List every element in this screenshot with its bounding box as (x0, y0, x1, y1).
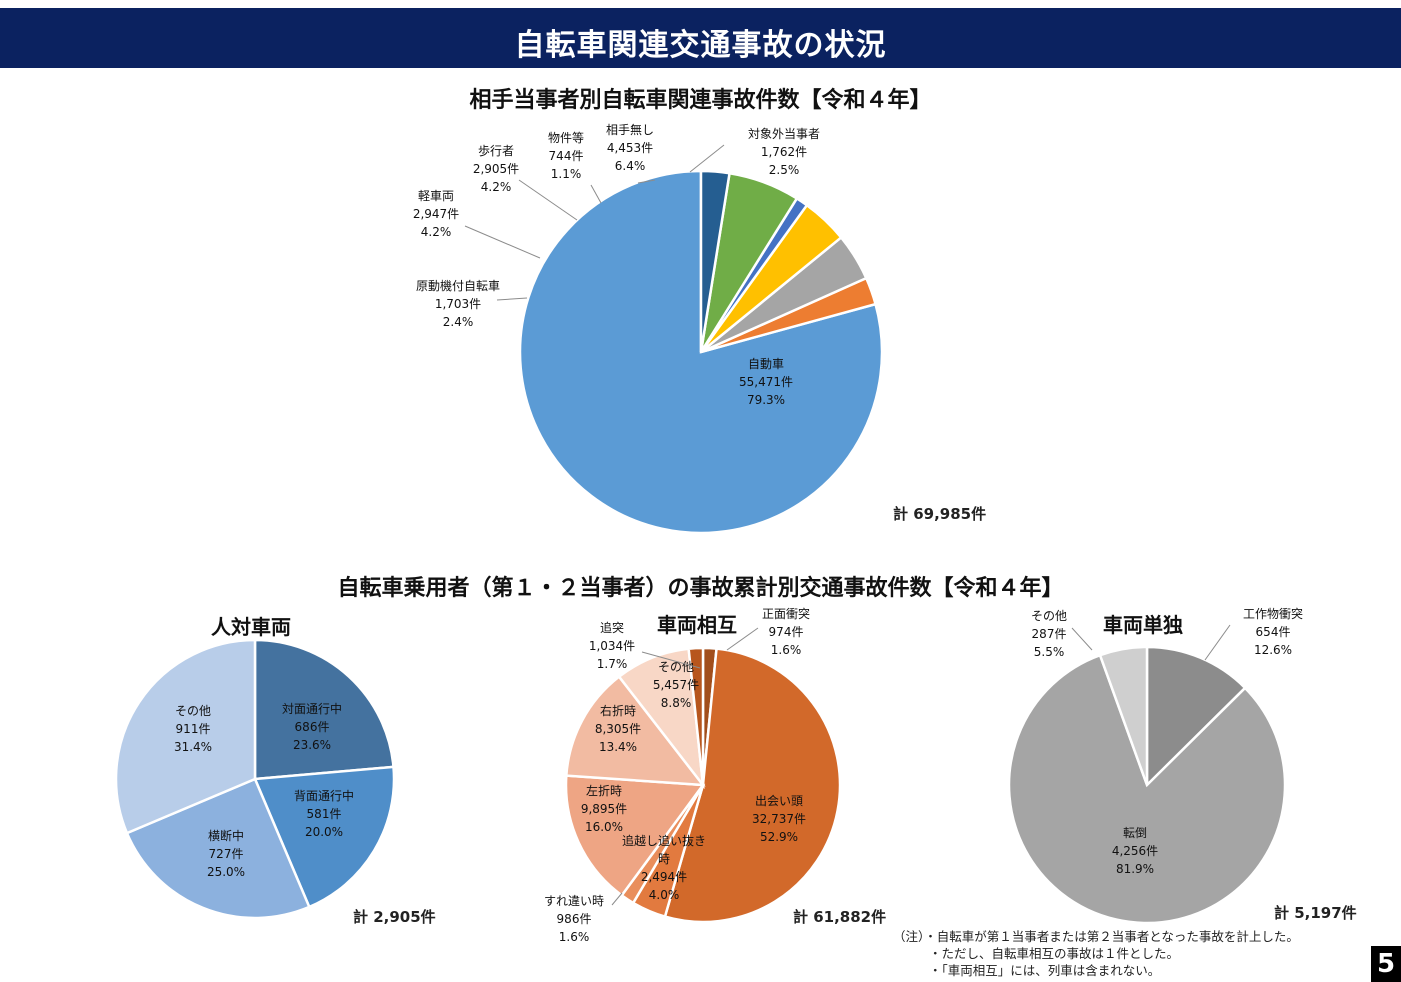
pie-slice (564, 774, 706, 898)
pie-slice (699, 169, 731, 353)
leader-line (637, 179, 656, 184)
footnote-line: ・ただし、自転車相互の事故は１件とした。 (929, 946, 1180, 961)
pie-slice (1098, 645, 1149, 786)
chart-pedestrian-total: 計 2,905件 (353, 908, 436, 926)
page-title: 自転車関連交通事故の状況 (514, 28, 887, 63)
pie-slice (253, 638, 395, 781)
pie-slice (687, 646, 705, 786)
leader-line (496, 297, 528, 301)
leader-line (726, 627, 759, 651)
data-label: 横断中 727件 25.0% (207, 828, 245, 879)
header-banner: 自転車関連交通事故の状況 (0, 8, 1401, 68)
leader-line (590, 184, 602, 204)
leader-line (518, 179, 578, 221)
data-label: 自動車 55,471件 79.3% (739, 357, 793, 407)
data-label: 相手無し 4,453件 6.4% (606, 122, 654, 173)
data-label: 対面通行中 686件 23.6% (282, 701, 342, 752)
data-label: 歩行者 2,905件 4.2% (473, 143, 519, 194)
data-label: 出会い頭 32,737件 52.9% (752, 794, 806, 844)
chart-single-total: 計 5,197件 (1274, 904, 1357, 922)
data-label: 物件等 744件 1.1% (548, 131, 584, 181)
data-label: 追越し追い抜き時 2,494件 4.0% (622, 833, 706, 902)
data-label: 追突 1,034件 1.7% (589, 620, 635, 671)
pie-slice (253, 765, 396, 909)
footnote-line: ・「車両相互」には、列車は含まれない。 (929, 963, 1161, 978)
data-label: 正面衝突 974件 1.6% (762, 606, 810, 657)
page-number: 5 (1371, 946, 1401, 982)
data-label: 左折時 9,895件 16.0% (581, 783, 627, 834)
pie-slice (114, 638, 257, 835)
data-label: 軽車両 2,947件 4.2% (413, 189, 459, 239)
chart-vehicle-title: 車両相互 (657, 613, 737, 637)
leader-line (1204, 624, 1231, 661)
pie-slice (564, 674, 706, 787)
footnote: （注）・自転車が第１当事者または第２当事者となった事故を計上した。 ・ただし、自… (893, 928, 1299, 979)
leader-line (689, 144, 725, 173)
data-label: すれ違い時 986件 1.6% (544, 894, 604, 944)
chart-vehicle-total: 計 61,882件 (793, 908, 887, 926)
chart-main-total: 計 69,985件 (893, 505, 987, 523)
footnote-line: （注）・自転車が第１当事者または第２当事者となった事故を計上した。 (893, 929, 1299, 944)
chart-single-title: 車両単独 (1103, 613, 1183, 637)
chart-pedestrian-title: 人対車両 (211, 615, 291, 639)
pie-slice (663, 647, 842, 924)
data-label: 工作物衝突 654件 12.6% (1243, 606, 1303, 657)
pie-slice (1145, 645, 1247, 788)
data-label: 右折時 8,305件 13.4% (595, 703, 641, 754)
data-label: 原動機付自転車 1,703件 2.4% (416, 278, 500, 329)
data-label: 背面通行中 581件 20.0% (294, 788, 354, 839)
pie-slice (125, 777, 311, 920)
data-label: 転倒 4,256件 81.9% (1112, 826, 1158, 876)
leader-line (641, 651, 701, 669)
data-label: 対象外当事者 1,762件 2.5% (748, 127, 820, 177)
leader-line (1071, 627, 1093, 651)
leader-line (464, 225, 541, 259)
pie-slice (1007, 653, 1287, 925)
leader-line (611, 892, 623, 906)
data-label: その他 287件 5.5% (1031, 609, 1067, 659)
chart-main-title: 相手当事者別自転車関連事故件数【令和４年】 (469, 88, 932, 113)
data-label: その他 911件 31.4% (174, 704, 212, 754)
section2-title: 自転車乗用者（第１・２当事者）の事故累計別交通事故件数【令和４年】 (337, 576, 1064, 601)
